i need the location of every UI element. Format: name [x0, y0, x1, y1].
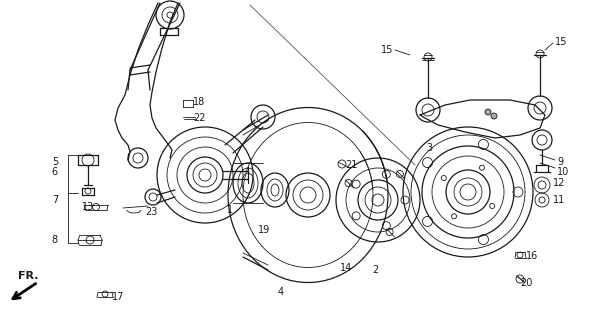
Text: 23: 23 [145, 207, 157, 217]
Text: 20: 20 [520, 278, 532, 288]
Circle shape [491, 113, 497, 119]
Text: 10: 10 [557, 167, 569, 177]
Text: 7: 7 [52, 195, 58, 205]
Circle shape [485, 109, 491, 115]
Text: 15: 15 [381, 45, 393, 55]
Text: 17: 17 [112, 292, 124, 302]
Text: 14: 14 [340, 263, 352, 273]
Text: 18: 18 [193, 97, 206, 107]
Text: 15: 15 [555, 37, 567, 47]
Text: 3: 3 [426, 143, 432, 153]
Text: 21: 21 [345, 160, 358, 170]
Text: 1: 1 [227, 205, 233, 215]
Text: 19: 19 [258, 225, 270, 235]
Text: 8: 8 [52, 235, 58, 245]
Text: 13: 13 [82, 202, 94, 212]
Text: 2: 2 [372, 265, 378, 275]
Text: 5: 5 [52, 157, 58, 167]
Text: 4: 4 [278, 287, 284, 297]
Text: 11: 11 [553, 195, 565, 205]
Text: 16: 16 [526, 251, 538, 261]
Text: 12: 12 [553, 178, 565, 188]
Text: 22: 22 [193, 113, 206, 123]
Text: 6: 6 [52, 167, 58, 177]
Text: 9: 9 [557, 157, 563, 167]
Text: FR.: FR. [18, 271, 38, 281]
